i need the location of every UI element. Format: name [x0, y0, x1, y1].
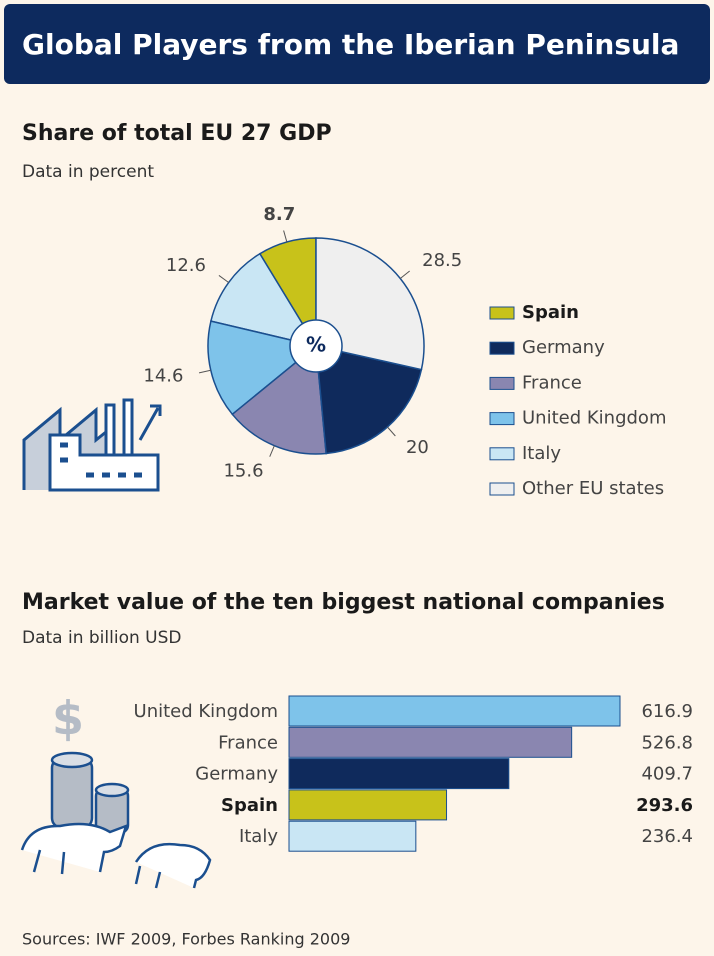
- legend-label: Other EU states: [522, 478, 664, 499]
- category-label: United Kingdom: [134, 701, 278, 722]
- legend-label: United Kingdom: [522, 408, 666, 429]
- legend-swatch: [489, 482, 515, 496]
- center-label: %: [306, 333, 326, 357]
- bar: [288, 820, 417, 852]
- slice-label: 8.7: [263, 204, 295, 225]
- legend-label: Italy: [522, 443, 561, 464]
- legend-swatch: [489, 447, 515, 461]
- slice-label: 12.6: [166, 255, 206, 276]
- pie-slice: [231, 344, 327, 455]
- leader-line: [387, 426, 396, 437]
- legend-swatch: [489, 412, 515, 426]
- value-label: 526.8: [641, 732, 693, 753]
- value-label: 409.7: [641, 764, 693, 785]
- legend-label: Germany: [522, 337, 605, 358]
- bar-subtitle: Data in billion USD: [22, 628, 181, 648]
- pie-subtitle: Data in percent: [22, 162, 154, 182]
- legend-swatch: [489, 341, 515, 355]
- page-title: Global Players from the Iberian Peninsul…: [22, 28, 679, 61]
- market-icon: $: [20, 692, 212, 889]
- header-bar: [4, 4, 710, 84]
- value-label: 236.4: [641, 826, 693, 847]
- leader-line: [218, 275, 229, 283]
- legend-label: France: [522, 372, 582, 393]
- slice-label: 28.5: [422, 250, 462, 271]
- svg-text:$: $: [52, 692, 84, 746]
- category-label: Italy: [239, 826, 278, 847]
- legend-swatch: [489, 306, 515, 320]
- bar: [288, 789, 448, 821]
- leader-line: [198, 369, 211, 374]
- pie-slice: [315, 237, 425, 371]
- bar: [288, 758, 510, 790]
- center-circle: [289, 319, 343, 373]
- bar-title: Market value of the ten biggest national…: [22, 590, 665, 615]
- leader-line: [283, 230, 288, 243]
- bar: [288, 695, 621, 727]
- factory-icon: [22, 398, 162, 492]
- leader-line: [399, 270, 410, 279]
- pie-title: Share of total EU 27 GDP: [22, 121, 332, 146]
- category-label: Spain: [221, 795, 278, 816]
- slice-label: 14.6: [143, 366, 183, 387]
- slice-label: 20: [406, 437, 429, 458]
- legend-label: Spain: [522, 302, 579, 323]
- category-label: Germany: [195, 764, 278, 785]
- slice-label: 15.6: [223, 460, 263, 481]
- bar: [288, 726, 573, 758]
- source-note: Sources: IWF 2009, Forbes Ranking 2009: [22, 930, 350, 949]
- legend-swatch: [489, 376, 515, 390]
- value-label: 616.9: [641, 701, 693, 722]
- value-label: 293.6: [636, 795, 693, 816]
- leader-line: [269, 445, 275, 457]
- category-label: France: [218, 732, 278, 753]
